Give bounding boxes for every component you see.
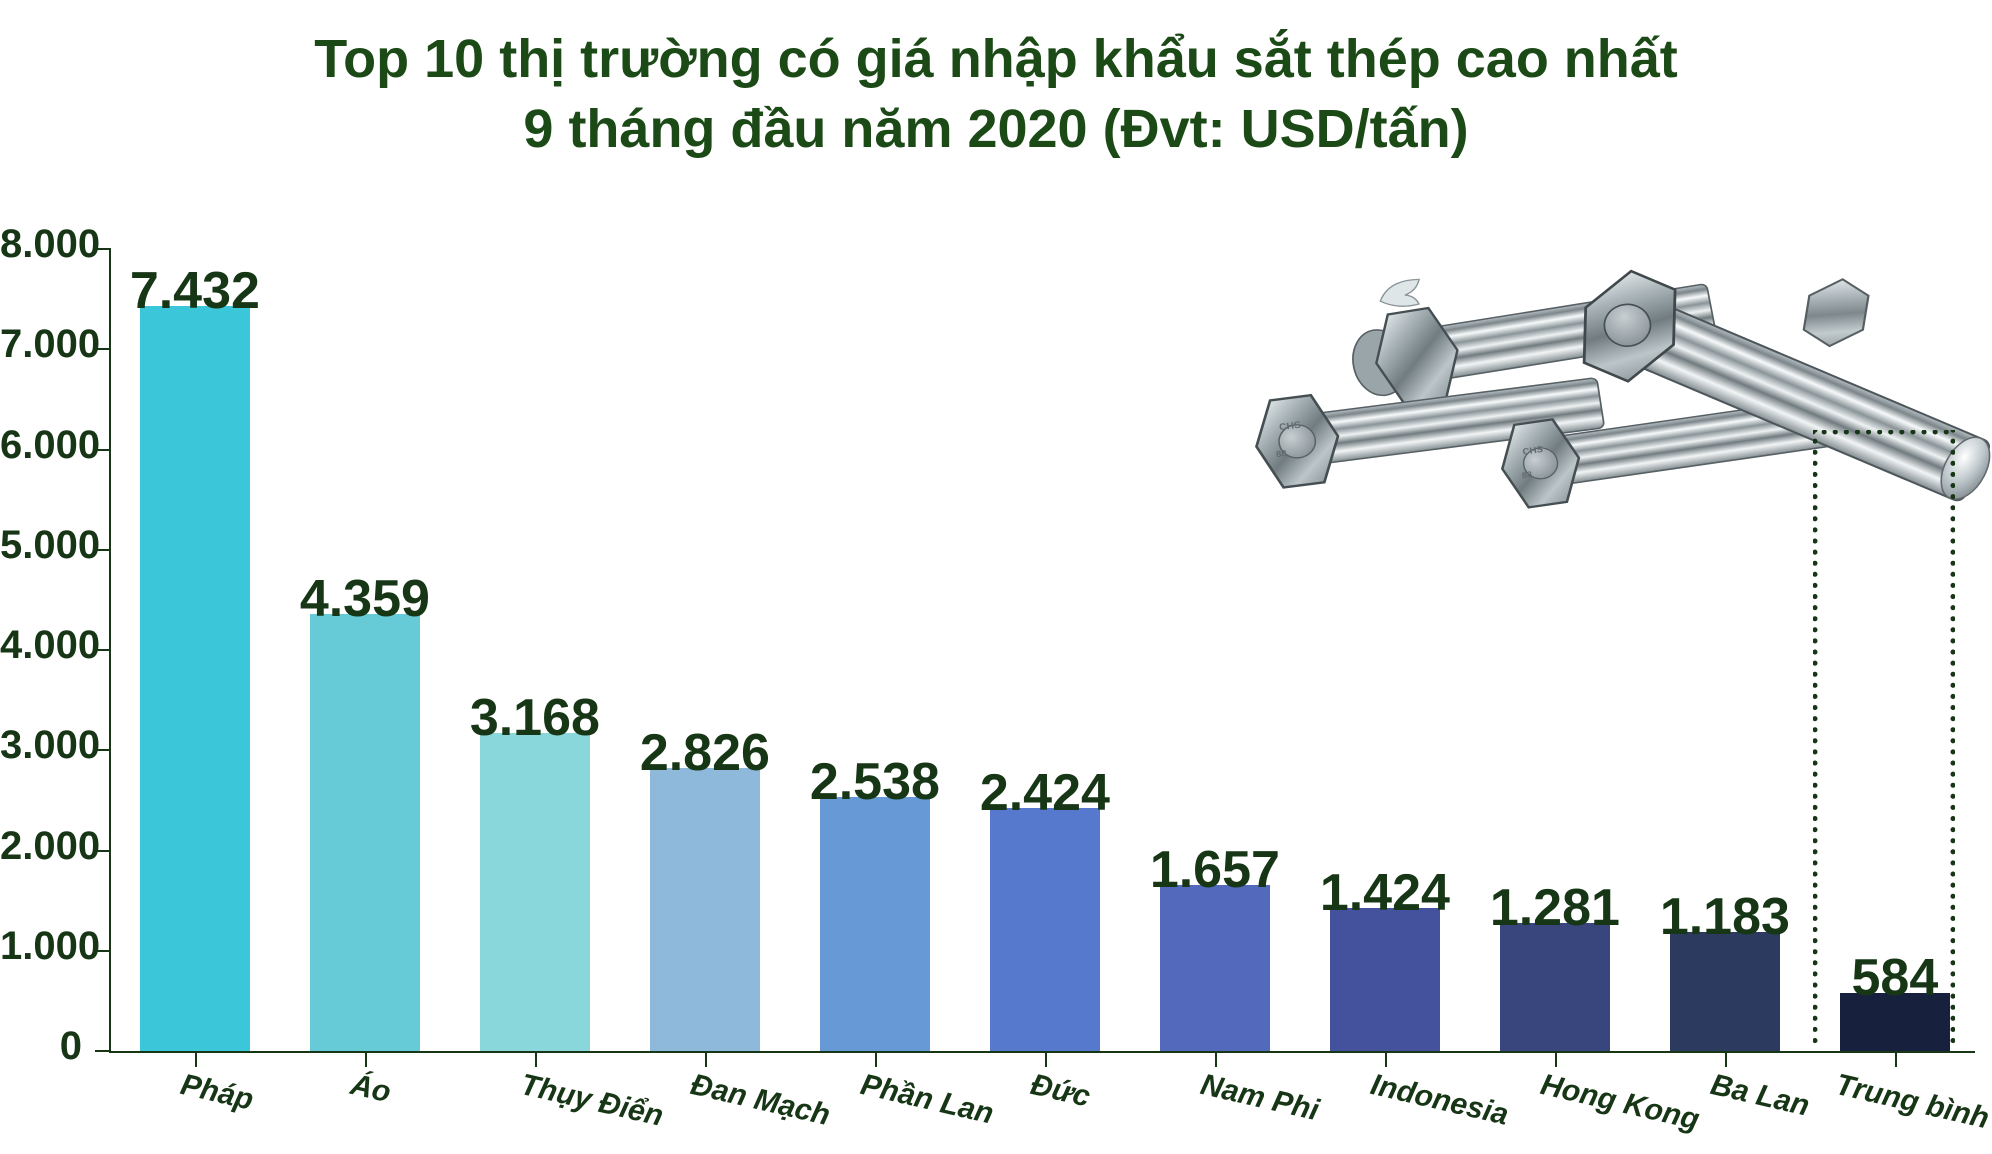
svg-text:88: 88 xyxy=(1521,469,1533,480)
svg-text:88: 88 xyxy=(1275,448,1287,459)
